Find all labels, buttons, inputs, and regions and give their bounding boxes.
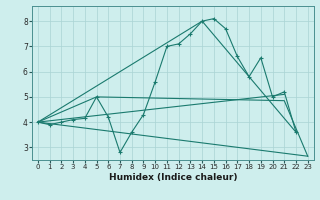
X-axis label: Humidex (Indice chaleur): Humidex (Indice chaleur) [108,173,237,182]
